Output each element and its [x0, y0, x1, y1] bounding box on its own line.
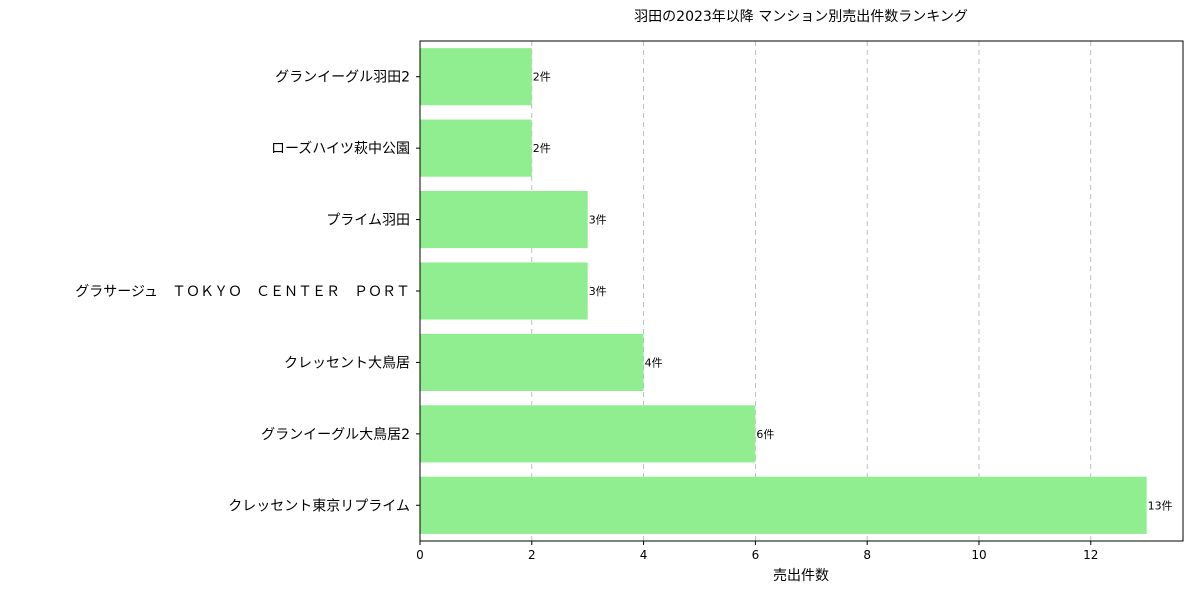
category-label: プライム羽田 — [326, 213, 410, 229]
x-tick-label: 10 — [971, 548, 986, 562]
bar — [420, 119, 532, 177]
bars — [420, 48, 1147, 534]
plot-frame — [419, 40, 1184, 542]
bar — [420, 48, 532, 106]
data-label: 4件 — [645, 356, 663, 369]
category-label: クレッセント大鳥居 — [284, 355, 410, 371]
x-ticks: 0 2 4 6 8 10 12 — [416, 541, 1098, 562]
category-label: グラサージュ ＴＯＫＹＯ ＣＥＮＴＥＲ ＰＯＲＴ — [75, 284, 410, 300]
bar — [420, 405, 756, 463]
x-tick-label: 4 — [640, 548, 648, 562]
x-tick-label: 0 — [416, 548, 424, 562]
x-tick-label: 8 — [863, 548, 871, 562]
data-label: 3件 — [589, 285, 607, 298]
category-label: グランイーグル大鳥居2 — [261, 427, 410, 443]
x-tick-label: 12 — [1083, 548, 1098, 562]
chart-title: 羽田の2023年以降 マンション別売出件数ランキング — [634, 9, 968, 25]
x-tick-label: 6 — [752, 548, 760, 562]
bar — [420, 191, 588, 249]
axes — [416, 40, 1184, 542]
x-axis-label: 売出件数 — [773, 568, 829, 584]
category-label: クレッセント東京リプライム — [228, 498, 410, 514]
bar — [420, 262, 588, 320]
data-label: 6件 — [756, 428, 774, 441]
category-label: グランイーグル羽田2 — [275, 70, 410, 86]
data-label: 2件 — [533, 71, 551, 84]
data-label: 2件 — [533, 142, 551, 155]
bar — [420, 333, 644, 391]
data-labels: 2件 2件 3件 3件 4件 6件 13件 — [533, 71, 1173, 513]
data-label: 13件 — [1148, 499, 1173, 512]
bar — [420, 476, 1147, 534]
data-label: 3件 — [589, 214, 607, 227]
category-label: ローズハイツ萩中公園 — [271, 141, 410, 157]
x-tick-label: 2 — [528, 548, 536, 562]
